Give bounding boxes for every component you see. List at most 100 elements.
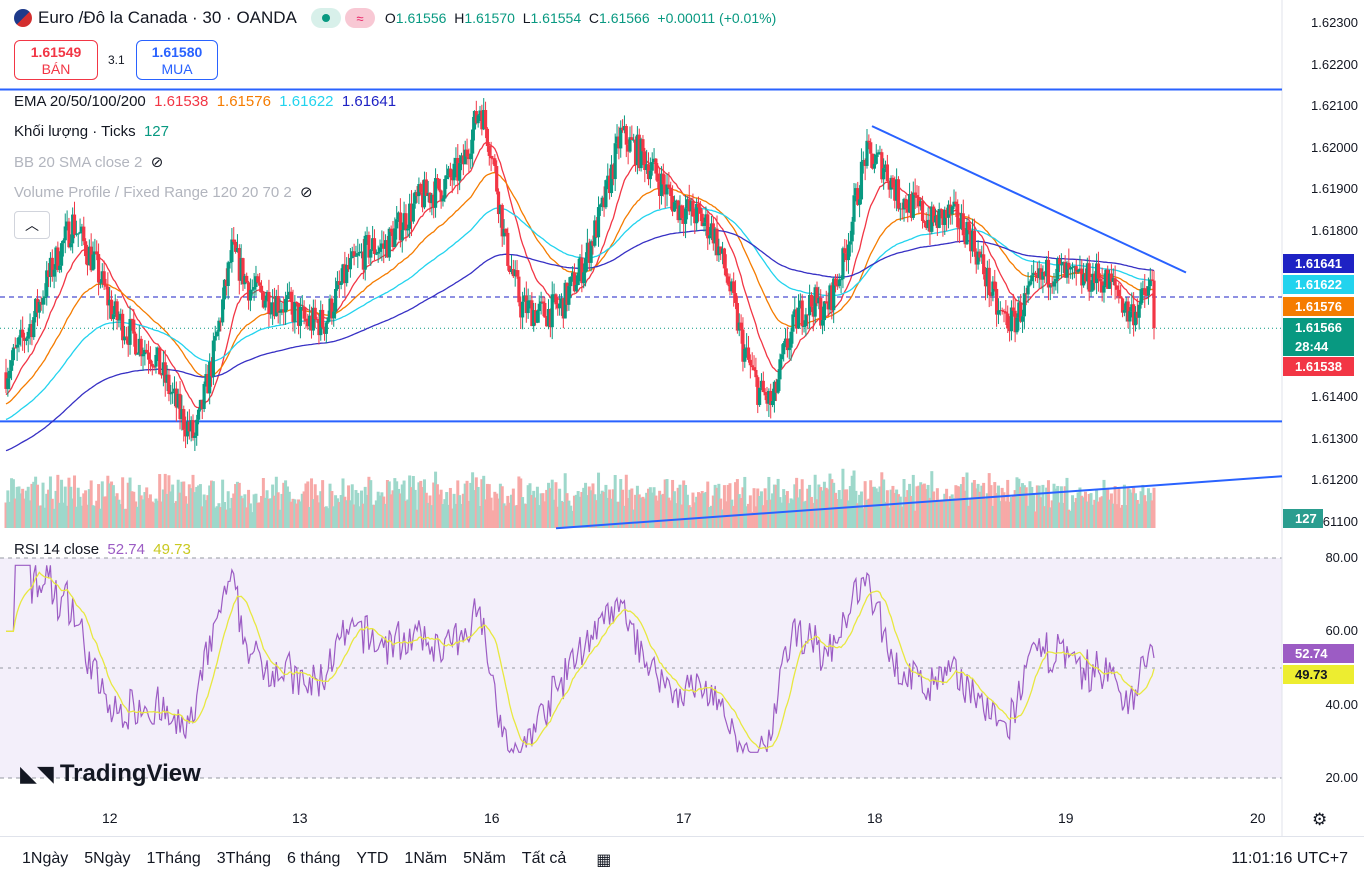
volume-bar xyxy=(28,500,32,528)
candle-body xyxy=(552,294,556,296)
volume-bar xyxy=(685,494,689,528)
volume-bar xyxy=(176,479,180,528)
sell-button[interactable]: 1.61549 BÁN xyxy=(14,40,98,80)
volume-profile-legend[interactable]: Volume Profile / Fixed Range 120 20 70 2… xyxy=(14,184,313,201)
candle-body xyxy=(19,329,23,338)
candle-body xyxy=(159,374,164,376)
volume-bar xyxy=(1126,488,1130,528)
volume-bar xyxy=(1100,496,1104,528)
candle-body xyxy=(213,336,217,341)
volume-bar xyxy=(110,481,114,528)
range-5d[interactable]: 5Ngày xyxy=(84,850,131,867)
volume-bar xyxy=(23,498,27,528)
candle-body xyxy=(661,173,665,185)
volume-bar xyxy=(650,492,654,528)
volume-bar xyxy=(415,509,419,528)
candle-body xyxy=(708,235,712,239)
candle-body xyxy=(1006,313,1010,329)
candle-body xyxy=(369,249,373,258)
delayed-data-icon[interactable]: ≈ xyxy=(344,8,375,28)
candle-body xyxy=(932,206,936,223)
volume-legend[interactable]: Khối lượng · Ticks 127 xyxy=(14,123,169,140)
volume-bar xyxy=(622,505,626,528)
volume-bar xyxy=(900,506,904,528)
range-3m[interactable]: 3Tháng xyxy=(216,850,272,867)
range-6m[interactable]: 6 tháng xyxy=(287,850,341,867)
range-ytd[interactable]: YTD xyxy=(356,850,389,867)
volume-bar xyxy=(111,485,115,528)
volume-bar xyxy=(341,478,345,528)
volume-bar xyxy=(861,508,865,528)
candle-body xyxy=(45,270,49,297)
candle-body xyxy=(617,136,621,149)
candle-body xyxy=(82,226,86,242)
candle-body xyxy=(928,219,932,232)
volume-bar xyxy=(147,498,151,528)
volume-bar xyxy=(358,506,362,528)
descending-trendline xyxy=(871,125,1187,274)
range-1d[interactable]: 1Ngày xyxy=(22,850,69,867)
candle-body xyxy=(748,359,752,366)
time-tick: 17 xyxy=(676,810,692,826)
candle-body xyxy=(378,247,382,252)
ema-legend[interactable]: EMA 20/50/100/200 1.61538 1.61576 1.6162… xyxy=(14,93,397,110)
candle-body xyxy=(1120,298,1125,313)
market-open-icon[interactable] xyxy=(310,8,341,28)
collapse-legend-button[interactable]: ︿ xyxy=(14,211,50,239)
candle-body xyxy=(239,258,243,281)
volume-bar xyxy=(928,497,932,528)
volume-bar xyxy=(639,497,643,528)
candle-body xyxy=(641,139,645,152)
price-tick: 1.62100 xyxy=(1311,98,1358,114)
candle-body xyxy=(169,393,173,395)
chart-settings-icon[interactable]: ⚙ xyxy=(1312,810,1328,829)
volume-bar xyxy=(272,495,276,528)
tradingview-logo[interactable]: ◣◥ TradingView xyxy=(20,760,201,787)
candle-body xyxy=(609,164,614,194)
volume-bar xyxy=(771,493,775,528)
hidden-eye-icon[interactable]: ⊘ xyxy=(146,154,164,171)
volume-bar xyxy=(645,492,649,528)
volume-bar xyxy=(911,474,915,528)
volume-bar xyxy=(1128,489,1132,528)
range-1m[interactable]: 1Tháng xyxy=(146,850,201,867)
hidden-eye-icon[interactable]: ⊘ xyxy=(295,184,313,201)
candle-body xyxy=(937,209,941,228)
bb-legend[interactable]: BB 20 SMA close 2 ⊘ xyxy=(14,154,164,171)
candle-body xyxy=(950,206,954,215)
range-all[interactable]: Tất cả xyxy=(521,850,567,867)
volume-bar xyxy=(647,488,651,528)
volume-bar xyxy=(509,494,513,528)
candle-body xyxy=(104,285,108,287)
candle-body xyxy=(883,164,888,169)
symbol-title[interactable]: Euro /Đô la Canada · 30 · OANDA xyxy=(38,8,297,27)
volume-bar xyxy=(324,506,328,528)
candle-body xyxy=(1009,307,1014,332)
candle-body xyxy=(1137,304,1141,318)
range-1y[interactable]: 1Năm xyxy=(404,850,448,867)
candle-body xyxy=(63,226,67,241)
date-range-icon[interactable]: ▦ xyxy=(596,852,612,869)
candle-body xyxy=(970,230,975,252)
candle-body xyxy=(358,251,362,254)
volume-bar xyxy=(556,506,560,528)
volume-bar xyxy=(872,486,876,528)
buy-button[interactable]: 1.61580 MUA xyxy=(136,40,218,80)
candle-body xyxy=(341,264,345,283)
volume-bar xyxy=(317,502,321,528)
volume-bar xyxy=(65,505,69,528)
range-5y[interactable]: 5Năm xyxy=(463,850,506,867)
candle-body xyxy=(59,243,64,266)
volume-bar xyxy=(260,495,264,528)
clock-timezone[interactable]: 11:01:16 UTC+7 xyxy=(1231,850,1348,867)
candle-body xyxy=(54,247,58,270)
volume-bar xyxy=(226,491,230,528)
candle-body xyxy=(411,203,415,222)
candle-body xyxy=(583,258,588,273)
candle-body xyxy=(245,275,249,283)
candle-body xyxy=(1019,302,1023,322)
candle-body xyxy=(569,276,573,287)
volume-bar xyxy=(715,487,719,528)
rsi-legend[interactable]: RSI 14 close 52.74 49.73 xyxy=(14,541,191,558)
